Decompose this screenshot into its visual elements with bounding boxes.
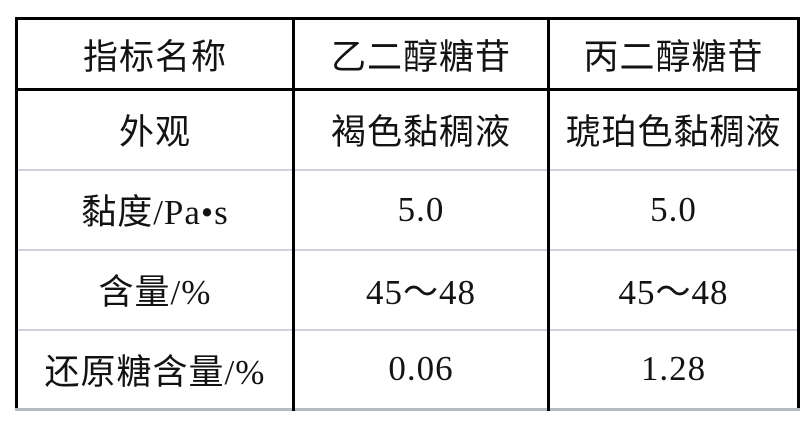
spec-comparison-table: 指标名称 乙二醇糖苷 丙二醇糖苷 外观 褐色黏稠液 琥珀色黏稠液 黏度/Pa•s… [15, 17, 800, 411]
table-header: 指标名称 乙二醇糖苷 丙二醇糖苷 [16, 18, 799, 91]
header-cell-ethylene-glycol-glycoside: 乙二醇糖苷 [292, 18, 549, 91]
data-cell: 5.0 [547, 168, 799, 250]
header-cell-indicator-name: 指标名称 [16, 18, 294, 91]
table-row-viscosity: 黏度/Pa•s 5.0 5.0 [16, 168, 799, 250]
row-label: 含量/% [16, 248, 294, 330]
table-body: 外观 褐色黏稠液 琥珀色黏稠液 黏度/Pa•s 5.0 5.0 含量/% 45～… [16, 89, 799, 410]
data-cell: 45～48 [547, 248, 799, 330]
data-cell: 45～48 [292, 248, 549, 330]
data-cell: 褐色黏稠液 [292, 89, 549, 170]
header-cell-propylene-glycol-glycoside: 丙二醇糖苷 [547, 18, 799, 91]
table-row-appearance: 外观 褐色黏稠液 琥珀色黏稠液 [17, 89, 799, 170]
row-label: 黏度/Pa•s [16, 168, 294, 250]
data-cell: 1.28 [547, 328, 799, 410]
table-row-reducing-sugar: 还原糖含量/% 0.06 1.28 [16, 328, 799, 410]
header-row: 指标名称 乙二醇糖苷 丙二醇糖苷 [16, 18, 799, 91]
row-label: 外观 [118, 113, 191, 153]
row-label: 还原糖含量/% [16, 328, 294, 410]
data-cell: 5.0 [292, 168, 549, 250]
table-row-content: 含量/% 45～48 45～48 [16, 248, 799, 330]
data-cell: 琥珀色黏稠液 [547, 89, 799, 170]
data-cell: 0.06 [292, 328, 549, 410]
